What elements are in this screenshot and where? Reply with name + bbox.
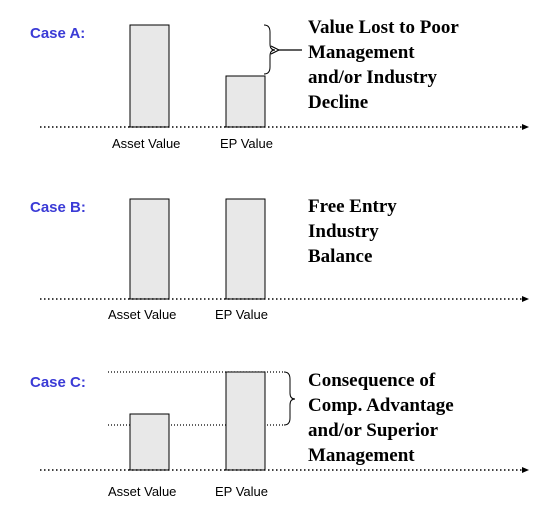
case-b-ep-value-bar	[225, 198, 266, 300]
case-c-note-line-4: Management	[308, 445, 415, 466]
case-a-ep-value-label: EP Value	[220, 136, 273, 151]
case-a-note-line-2: Management	[308, 42, 415, 63]
case-b-note-line-2: Industry	[308, 221, 379, 242]
case-c-panel: Case C: Asset Value EP Value Consequence…	[30, 370, 529, 499]
case-a-brace	[263, 24, 276, 75]
case-a-ep-value-bar	[225, 75, 266, 128]
case-b-panel: Case B: Asset Value EP Value Free Entry …	[30, 196, 529, 322]
case-c-asset-value-bar	[129, 413, 170, 471]
case-c-note-line-2: Comp. Advantage	[308, 395, 454, 416]
case-c-ep-value-label: EP Value	[215, 484, 268, 499]
case-b-label: Case B:	[30, 199, 86, 216]
case-a-note-line-3: and/or Industry	[308, 67, 438, 88]
case-a-asset-value-bar	[129, 24, 170, 128]
case-c-label: Case C:	[30, 374, 86, 391]
case-c-note-line-1: Consequence of	[308, 370, 436, 391]
case-a-label: Case A:	[30, 25, 85, 42]
case-b-ep-value-label: EP Value	[215, 307, 268, 322]
case-a-note-line-1: Value Lost to Poor	[308, 17, 459, 38]
case-b-note-line-1: Free Entry	[308, 196, 397, 217]
case-a-panel: Case A: Asset Value EP Value Value Lost …	[30, 17, 529, 151]
case-a-note-line-4: Decline	[308, 92, 368, 113]
case-c-ep-value-bar	[225, 371, 266, 471]
case-b-asset-value-bar	[129, 198, 170, 300]
case-c-brace	[283, 371, 296, 426]
case-c-asset-value-label: Asset Value	[108, 484, 176, 499]
case-b-note-line-3: Balance	[308, 246, 372, 267]
case-a-asset-value-label: Asset Value	[112, 136, 180, 151]
case-c-note-line-3: and/or Superior	[308, 420, 439, 441]
case-b-asset-value-label: Asset Value	[108, 307, 176, 322]
